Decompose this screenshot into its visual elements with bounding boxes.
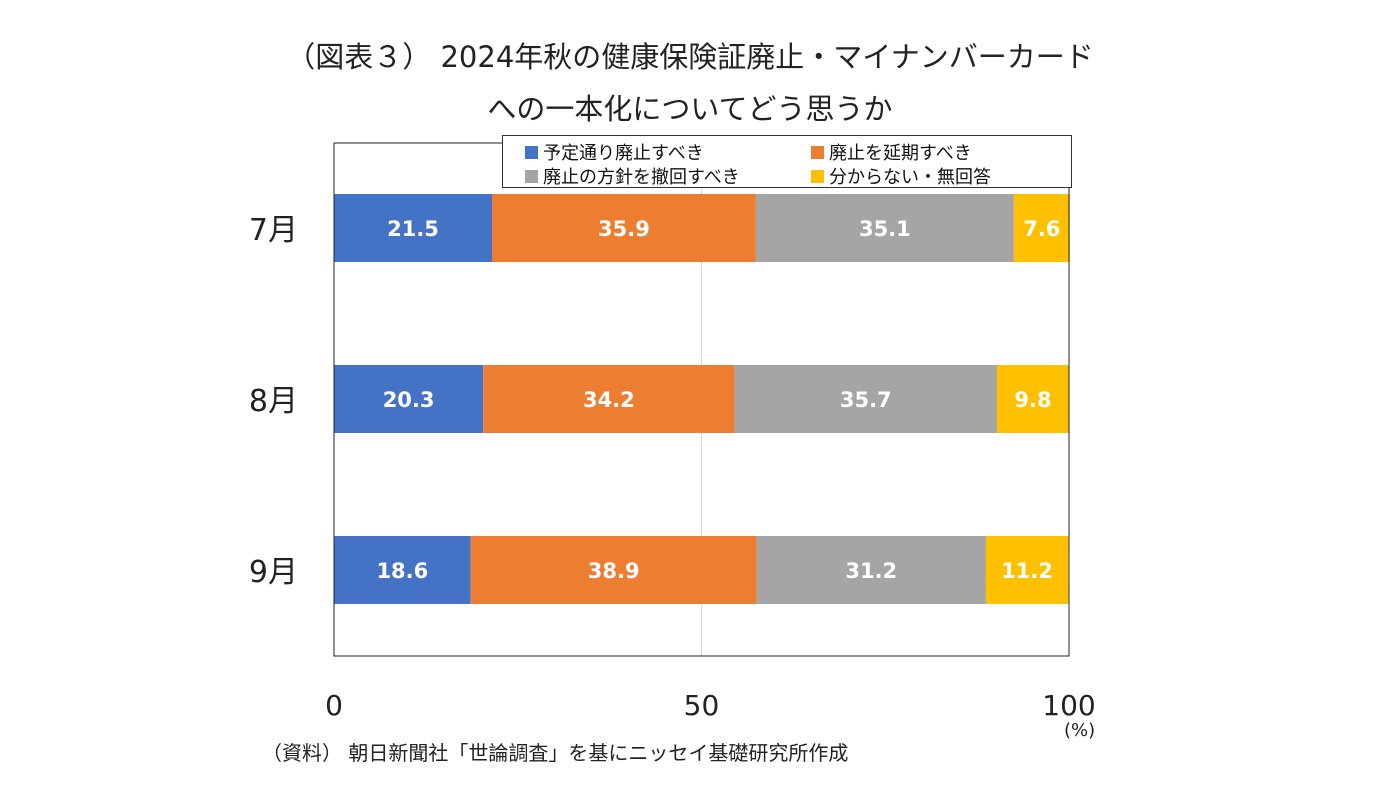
chart-title-line2: への一本化についてどう思うか: [487, 92, 893, 126]
category-label: 8月: [249, 384, 298, 419]
data-label: 35.1: [859, 217, 911, 241]
bar-segment: [755, 194, 1014, 262]
bar-segment: [756, 536, 986, 604]
data-label: 21.5: [387, 217, 439, 241]
source-note: （資料） 朝日新聞社「世論調査」を基にニッセイ基礎研究所作成: [262, 741, 849, 765]
legend-swatch: [525, 145, 538, 159]
legend-swatch: [525, 169, 538, 183]
legend-label: 分からない・無回答: [829, 167, 991, 188]
x-tick-label: 50: [684, 689, 720, 722]
data-label: 35.9: [598, 217, 650, 241]
data-label: 35.7: [840, 388, 892, 412]
bar-segment: [1013, 194, 1070, 262]
bar-segment: [734, 365, 997, 433]
legend-label: 廃止の方針を撤回すべき: [543, 167, 740, 188]
legend-item: 分からない・無回答: [811, 163, 991, 189]
data-label: 9.8: [1014, 388, 1051, 412]
x-tick-label: 0: [325, 689, 343, 722]
legend-item: 廃止の方針を撤回すべき: [525, 163, 740, 189]
legend-label: 廃止を延期すべき: [829, 143, 972, 164]
bar-segment: [334, 194, 493, 262]
legend-item: 廃止を延期すべき: [811, 139, 972, 165]
x-tick-label: 100: [1042, 689, 1095, 722]
data-label: 7.6: [1023, 217, 1060, 241]
bar-segment: [996, 365, 1069, 433]
legend-label: 予定通り廃止すべき: [543, 143, 704, 164]
legend: 予定通り廃止すべき 廃止を延期すべき 廃止の方針を撤回すべき 分からない・無回答: [502, 135, 1072, 188]
chart-title-line1: （図表３） 2024年秋の健康保険証廃止・マイナンバーカード: [286, 40, 1094, 74]
data-label: 34.2: [583, 388, 635, 412]
data-label: 38.9: [588, 559, 640, 583]
bar-segment: [985, 536, 1069, 604]
data-label: 31.2: [845, 559, 897, 583]
legend-item: 予定通り廃止すべき: [525, 139, 704, 165]
bar-segment: [470, 536, 757, 604]
legend-swatch: [811, 169, 824, 183]
data-label: 20.3: [383, 388, 435, 412]
bar-segment: [492, 194, 756, 262]
category-label: 7月: [249, 213, 298, 248]
bar-segment: [483, 365, 735, 433]
bar-segment: [334, 365, 484, 433]
data-label: 11.2: [1001, 559, 1053, 583]
x-axis-unit: (%): [1064, 720, 1096, 741]
data-label: 18.6: [376, 559, 428, 583]
legend-swatch: [811, 145, 824, 159]
category-label: 9月: [249, 555, 298, 590]
bar-segment: [334, 536, 471, 604]
